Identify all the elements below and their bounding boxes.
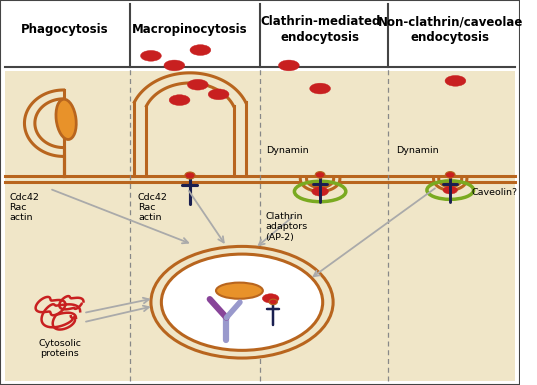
Text: Dynamin: Dynamin [397,146,439,155]
Polygon shape [25,90,63,156]
Ellipse shape [445,75,466,86]
Text: Dynamin: Dynamin [266,146,309,155]
Bar [5,4,516,67]
Ellipse shape [185,172,195,179]
Ellipse shape [315,172,325,178]
Bar [388,176,516,182]
Text: Macropinocytosis: Macropinocytosis [132,23,248,36]
Bar [5,176,130,182]
Ellipse shape [279,60,299,71]
Text: Non-clathrin/caveolae
endocytosis: Non-clathrin/caveolae endocytosis [378,15,523,44]
Ellipse shape [164,60,185,71]
Ellipse shape [269,299,278,305]
Text: Cytosolic
proteins: Cytosolic proteins [38,339,82,358]
Ellipse shape [263,294,279,303]
Bar [260,176,388,182]
Ellipse shape [445,172,455,178]
Ellipse shape [141,50,161,61]
Text: Caveolin?: Caveolin? [471,188,517,197]
Ellipse shape [312,187,329,196]
Bar [5,176,516,182]
Text: Clathrin
adaptors
(AP-2): Clathrin adaptors (AP-2) [265,212,308,241]
Ellipse shape [190,45,211,55]
Text: Cdc42
Rac
actin: Cdc42 Rac actin [138,192,168,222]
Ellipse shape [187,79,208,90]
Ellipse shape [161,254,323,350]
Ellipse shape [56,99,76,139]
Text: Cdc42
Rac
actin: Cdc42 Rac actin [9,192,39,222]
Polygon shape [433,179,467,190]
Bar [130,176,260,182]
Ellipse shape [443,186,458,194]
Ellipse shape [216,283,263,299]
Ellipse shape [169,95,190,105]
Ellipse shape [208,89,229,100]
Ellipse shape [310,83,330,94]
Text: Clathrin-mediated
endocytosis: Clathrin-mediated endocytosis [260,15,380,44]
Text: Phagocytosis: Phagocytosis [21,23,109,36]
Polygon shape [134,73,245,106]
Ellipse shape [151,246,333,358]
Polygon shape [300,179,340,191]
Bar [5,71,516,381]
